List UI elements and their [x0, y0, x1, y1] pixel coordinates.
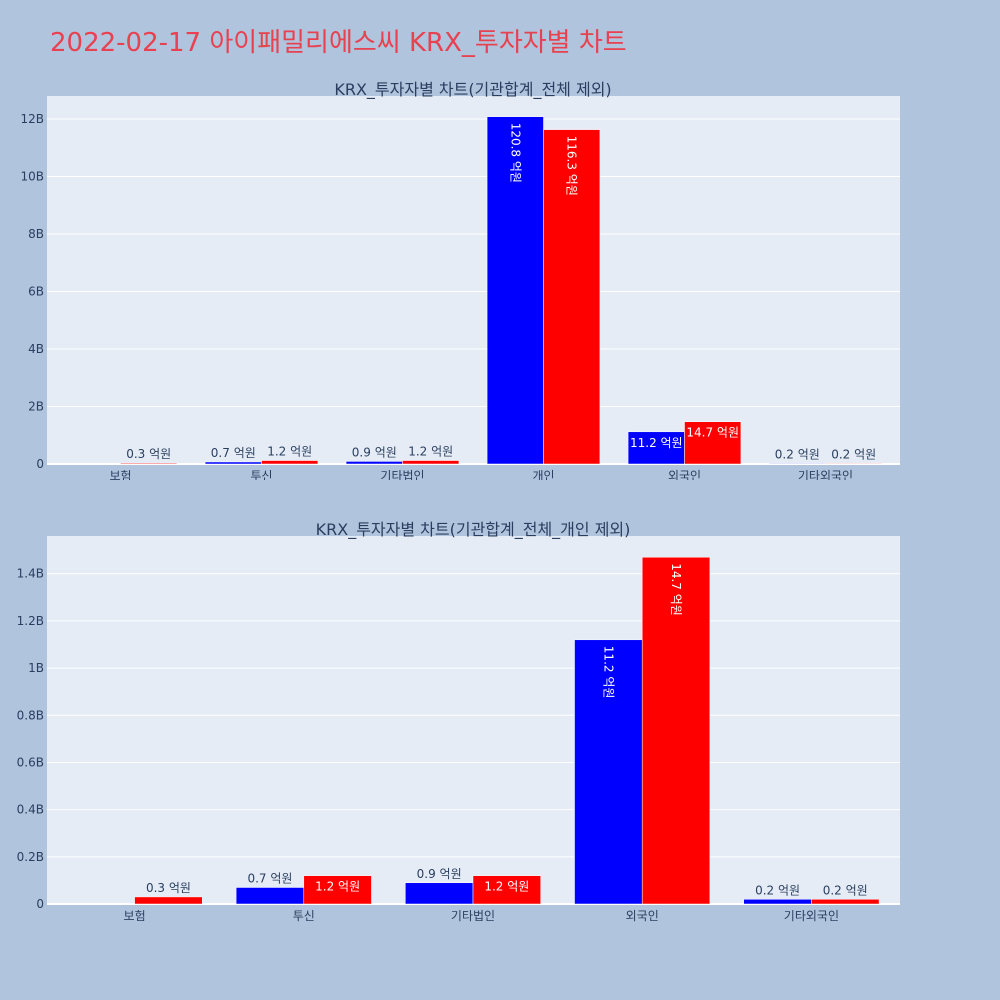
bar [345, 461, 403, 465]
bar [543, 129, 601, 465]
x-tick-label: 투신 [250, 469, 272, 480]
bar-data-label: 0.2 억원 [823, 883, 868, 897]
bar-data-label: 0.3 억원 [126, 447, 171, 461]
bar [120, 462, 178, 465]
bar-data-label: 0.2 억원 [831, 447, 876, 461]
y-tick-label: 2B [28, 400, 44, 414]
bar-data-label: 0.2 억원 [755, 883, 800, 897]
bar-data-label: 0.2 억원 [775, 447, 820, 461]
plot-area [47, 536, 900, 904]
x-tick-label: 보험 [124, 909, 146, 923]
x-tick-label: 기타법인 [451, 909, 495, 923]
bar [134, 896, 203, 905]
chart-title: KRX_투자자별 차트(기관합계_전체 제외) [334, 80, 611, 100]
bar [768, 463, 826, 465]
bar-data-label: 120.8 억원 [508, 123, 522, 183]
bar-data-label: 1.2 억원 [408, 445, 453, 459]
bar [472, 875, 541, 905]
bar-data-label: 0.9 억원 [417, 867, 462, 881]
x-tick-label: 투신 [293, 909, 315, 923]
x-tick-label: 기타외국인 [798, 469, 853, 480]
bar [405, 882, 474, 905]
bar [402, 460, 460, 465]
y-tick-label: 1.2B [17, 614, 44, 628]
bar-data-label: 0.7 억원 [247, 871, 292, 885]
bar [825, 463, 883, 465]
y-tick-label: 6B [28, 285, 44, 299]
x-tick-label: 외국인 [626, 909, 659, 923]
bar [486, 116, 544, 465]
y-tick-label: 0 [36, 457, 44, 471]
chart-investor-excl-institution: KRX_투자자별 차트(기관합계_전체 제외) 0 2B 4B 6B 8B 10B 12B 보험… [20, 80, 900, 480]
bar [204, 461, 262, 465]
bar-data-label: 14.7 억원 [669, 563, 683, 616]
y-tick-label: 1.4B [17, 567, 44, 581]
bar [743, 899, 812, 905]
y-tick-label: 0.6B [17, 755, 44, 769]
bar [574, 639, 643, 905]
bar-data-label: 11.2 억원 [601, 646, 615, 699]
y-tick-label: 10B [20, 170, 44, 184]
bar [641, 556, 711, 905]
bar [627, 431, 685, 465]
page-title: 2022-02-17 아이패밀리에스씨 KRX_투자자별 차트 [50, 28, 627, 58]
bar-data-label: 0.9 억원 [352, 445, 397, 459]
bar-data-label: 0.3 억원 [146, 881, 191, 895]
bar-data-label: 0.7 억원 [211, 446, 256, 460]
y-tick-label: 12B [20, 112, 44, 126]
y-tick-label: 1B [28, 661, 44, 675]
bar [303, 875, 372, 905]
bar-data-label: 11.2 억원 [630, 436, 683, 450]
y-tick-label: 4B [28, 342, 44, 356]
bar [811, 899, 880, 905]
y-tick-label: 0.8B [17, 708, 44, 722]
chart-investor-excl-institution-individual: KRX_투자자별 차트(기관합계_전체_개인 제외) 0 0.2B 0.4B 0.6B 0… [17, 520, 900, 923]
bar [261, 460, 319, 465]
x-tick-label: 기타법인 [380, 469, 424, 480]
x-tick-label: 외국인 [668, 469, 701, 480]
x-tick-label: 기타외국인 [784, 909, 839, 923]
chart-title: KRX_투자자별 차트(기관합계_전체_개인 제외) [316, 520, 631, 540]
bar [684, 421, 742, 465]
plot-area [47, 96, 900, 464]
bar-data-label: 116.3 억원 [565, 136, 579, 196]
y-tick-label: 8B [28, 227, 44, 241]
bar-data-label: 1.2 억원 [315, 880, 360, 894]
x-tick-label: 보험 [109, 469, 131, 480]
bar [235, 887, 305, 905]
bar-data-label: 14.7 억원 [686, 426, 739, 440]
bar-data-label: 1.2 억원 [267, 445, 312, 459]
y-tick-label: 0.2B [17, 850, 44, 864]
bar-data-label: 1.2 억원 [484, 880, 529, 894]
y-tick-label: 0.4B [17, 803, 44, 817]
x-tick-label: 개인 [532, 469, 554, 480]
y-tick-label: 0 [36, 897, 44, 911]
